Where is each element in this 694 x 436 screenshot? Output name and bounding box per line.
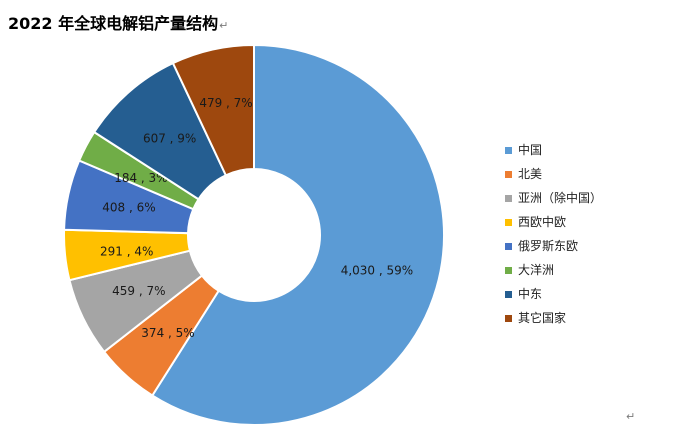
chart-title-text: 2022 年全球电解铝产量结构 [8, 14, 219, 33]
return-mark-icon: ↵ [626, 410, 636, 423]
legend-swatch [505, 218, 512, 226]
legend-item-4: 俄罗斯东欧 [505, 238, 602, 254]
slice-label-7: 479 , 7% [199, 96, 252, 110]
legend-item-5: 大洋洲 [505, 262, 602, 278]
slice-label-5: 184 , 3% [114, 171, 167, 185]
legend-swatch [505, 146, 512, 154]
slice-label-2: 459 , 7% [112, 284, 165, 298]
slice-label-3: 291 , 4% [100, 245, 153, 259]
legend-label: 中东 [518, 287, 543, 301]
legend-swatch [505, 242, 512, 250]
legend-label: 其它国家 [518, 311, 567, 325]
legend-item-7: 其它国家 [505, 310, 602, 326]
legend-item-3: 西欧中欧 [505, 214, 602, 230]
legend-swatch [505, 314, 512, 322]
legend-item-0: 中国 [505, 142, 602, 158]
legend-swatch [505, 194, 512, 202]
legend-label: 亚洲（除中国） [518, 191, 603, 205]
slice-label-4: 408 , 6% [102, 201, 155, 215]
slice-label-0: 4,030 , 59% [341, 264, 413, 278]
legend-label: 北美 [518, 167, 543, 181]
legend-item-6: 中东 [505, 286, 602, 302]
slice-7 [171, 43, 255, 177]
legend-label: 中国 [518, 143, 543, 157]
chart-title: 2022 年全球电解铝产量结构↵ [8, 10, 228, 34]
legend-swatch [505, 266, 512, 274]
legend-label: 俄罗斯东欧 [518, 239, 579, 253]
legend-label: 西欧中欧 [518, 215, 567, 229]
slice-label-6: 607 , 9% [143, 132, 196, 146]
slice-0 [150, 43, 445, 426]
return-mark-icon: ↵ [219, 19, 229, 32]
legend-label: 大洋洲 [518, 263, 555, 277]
slice-label-1: 374 , 5% [141, 326, 194, 340]
legend-swatch [505, 170, 512, 178]
legend-item-1: 北美 [505, 166, 602, 182]
legend-swatch [505, 290, 512, 298]
legend-item-2: 亚洲（除中国） [505, 190, 602, 206]
chart-legend: 中国北美亚洲（除中国） 西欧中欧俄罗斯东欧大洋洲中东其它国家 [505, 142, 602, 334]
